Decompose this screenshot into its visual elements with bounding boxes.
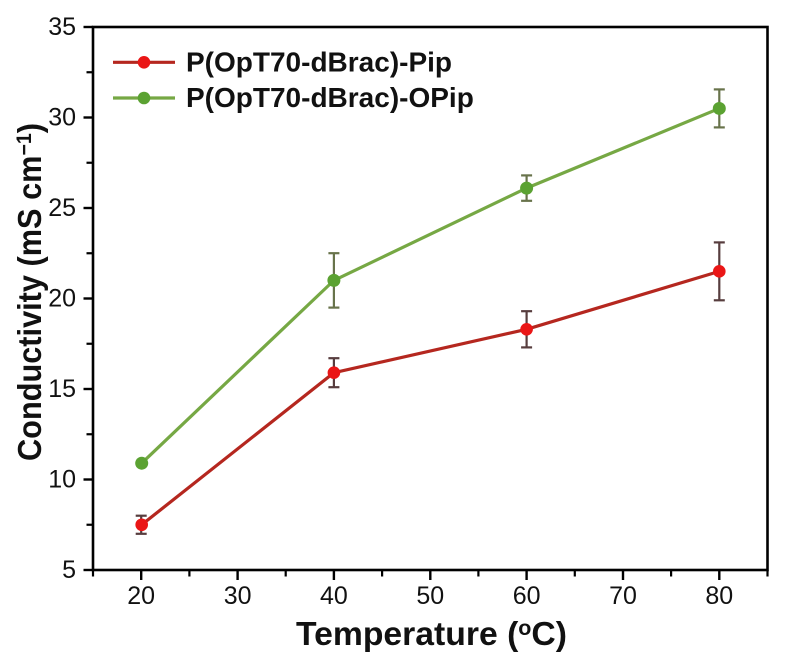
svg-text:15: 15 xyxy=(48,375,76,403)
svg-text:5: 5 xyxy=(62,556,76,584)
svg-text:50: 50 xyxy=(416,582,444,610)
svg-text:10: 10 xyxy=(48,466,76,494)
svg-text:35: 35 xyxy=(48,13,76,41)
svg-text:Conductivity (mS cm−1): Conductivity (mS cm−1) xyxy=(11,123,48,461)
svg-text:70: 70 xyxy=(609,582,637,610)
svg-text:30: 30 xyxy=(224,582,252,610)
svg-text:P(OpT70-dBrac)-OPip: P(OpT70-dBrac)-OPip xyxy=(186,82,474,113)
svg-text:40: 40 xyxy=(320,582,348,610)
svg-text:P(OpT70-dBrac)-Pip: P(OpT70-dBrac)-Pip xyxy=(186,47,452,78)
svg-text:30: 30 xyxy=(48,104,76,132)
svg-text:20: 20 xyxy=(127,582,155,610)
svg-text:20: 20 xyxy=(48,285,76,313)
svg-text:60: 60 xyxy=(513,582,541,610)
svg-text:25: 25 xyxy=(48,194,76,222)
svg-text:80: 80 xyxy=(705,582,733,610)
